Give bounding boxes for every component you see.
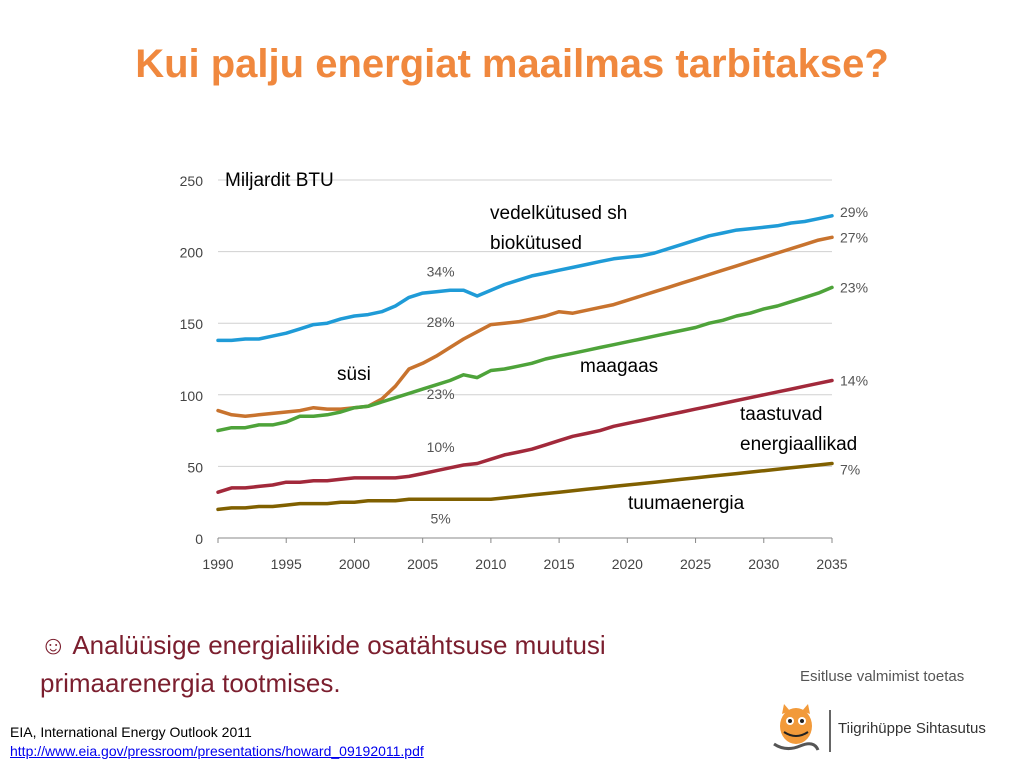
- percent-label-2035: 29%: [840, 204, 868, 220]
- series-label-renewables-line2: energiaallikad: [740, 434, 857, 455]
- x-tick-label: 2015: [544, 556, 575, 572]
- percent-label-2035: 27%: [840, 229, 868, 245]
- percent-label-2035: 23%: [840, 279, 868, 295]
- percent-label-2008: 5%: [430, 510, 450, 526]
- series-label-liquids-line1: vedelkütused sh: [490, 203, 627, 224]
- bullet-line-2: primaarenergia tootmises.: [40, 668, 341, 698]
- series-label-liquids-line2: biokütused: [490, 233, 582, 254]
- x-tick-label: 1995: [271, 556, 302, 572]
- series-line: [216, 235, 834, 419]
- source-link[interactable]: http://www.eia.gov/pressroom/presentatio…: [10, 743, 424, 759]
- bullet-text: ☺ Analüüsige energialiikide osatähtsuse …: [40, 626, 760, 702]
- percent-label-2035: 14%: [840, 372, 868, 388]
- series-label-nuclear: tuumaenergia: [628, 493, 745, 514]
- series-line: [216, 214, 834, 343]
- tiger-logo-icon: [773, 704, 831, 752]
- sponsor-name: Tiigrihüppe Sihtasutus: [838, 720, 986, 737]
- percent-labels: 34% 29% 28% 27% 23% 23% 10% 14% 5% 7%: [427, 204, 868, 527]
- y-tick-label: 250: [180, 173, 204, 189]
- x-tick-label: 2025: [680, 556, 711, 572]
- percent-label-2008: 34%: [427, 263, 455, 279]
- slide-title: Kui palju energiat maailmas tarbitakse?: [135, 42, 889, 86]
- x-tick-label: 2000: [339, 556, 370, 572]
- series-line: [216, 378, 834, 494]
- x-tick-label: 2005: [407, 556, 438, 572]
- x-tick-label: 2010: [475, 556, 506, 572]
- percent-label-2008: 28%: [427, 314, 455, 330]
- x-tick-label: 1990: [202, 556, 233, 572]
- percent-label-2008: 10%: [427, 439, 455, 455]
- series-line: [216, 285, 834, 433]
- source-line: EIA, International Energy Outlook 2011: [10, 724, 252, 740]
- x-tick-label: 2020: [612, 556, 643, 572]
- y-tick-label: 0: [195, 531, 203, 547]
- energy-consumption-line-chart: 0 50 100 150 200 250 1990 1995 2000 2005 2010 2015…: [180, 170, 868, 572]
- source-citation: EIA, International Energy Outlook 2011 h…: [10, 723, 424, 761]
- percent-label-2035: 7%: [840, 462, 860, 478]
- series-lines: [216, 214, 834, 512]
- x-tick-labels: 1990 1995 2000 2005 2010 2015 2020 2025 2030 2035: [202, 538, 848, 572]
- y-tick-label: 50: [187, 459, 203, 475]
- y-tick-label: 200: [180, 245, 204, 261]
- series-label-coal: süsi: [337, 364, 371, 385]
- y-axis-unit-label: Miljardit BTU: [225, 170, 334, 191]
- bullet-line-1: Analüüsige energialiikide osatähtsuse mu…: [72, 630, 606, 660]
- series-label-natural-gas: maagaas: [580, 356, 658, 377]
- percent-label-2008: 23%: [427, 386, 455, 402]
- smiley-icon: ☺: [40, 630, 67, 660]
- y-tick-labels: 0 50 100 150 200 250: [180, 173, 204, 547]
- y-tick-label: 150: [180, 316, 204, 332]
- sponsor-caption: Esitluse valmimist toetas: [800, 668, 965, 685]
- x-tick-label: 2030: [748, 556, 779, 572]
- y-tick-label: 100: [180, 388, 204, 404]
- series-line: [216, 461, 834, 512]
- x-tick-label: 2035: [816, 556, 847, 572]
- series-label-renewables-line1: taastuvad: [740, 404, 822, 425]
